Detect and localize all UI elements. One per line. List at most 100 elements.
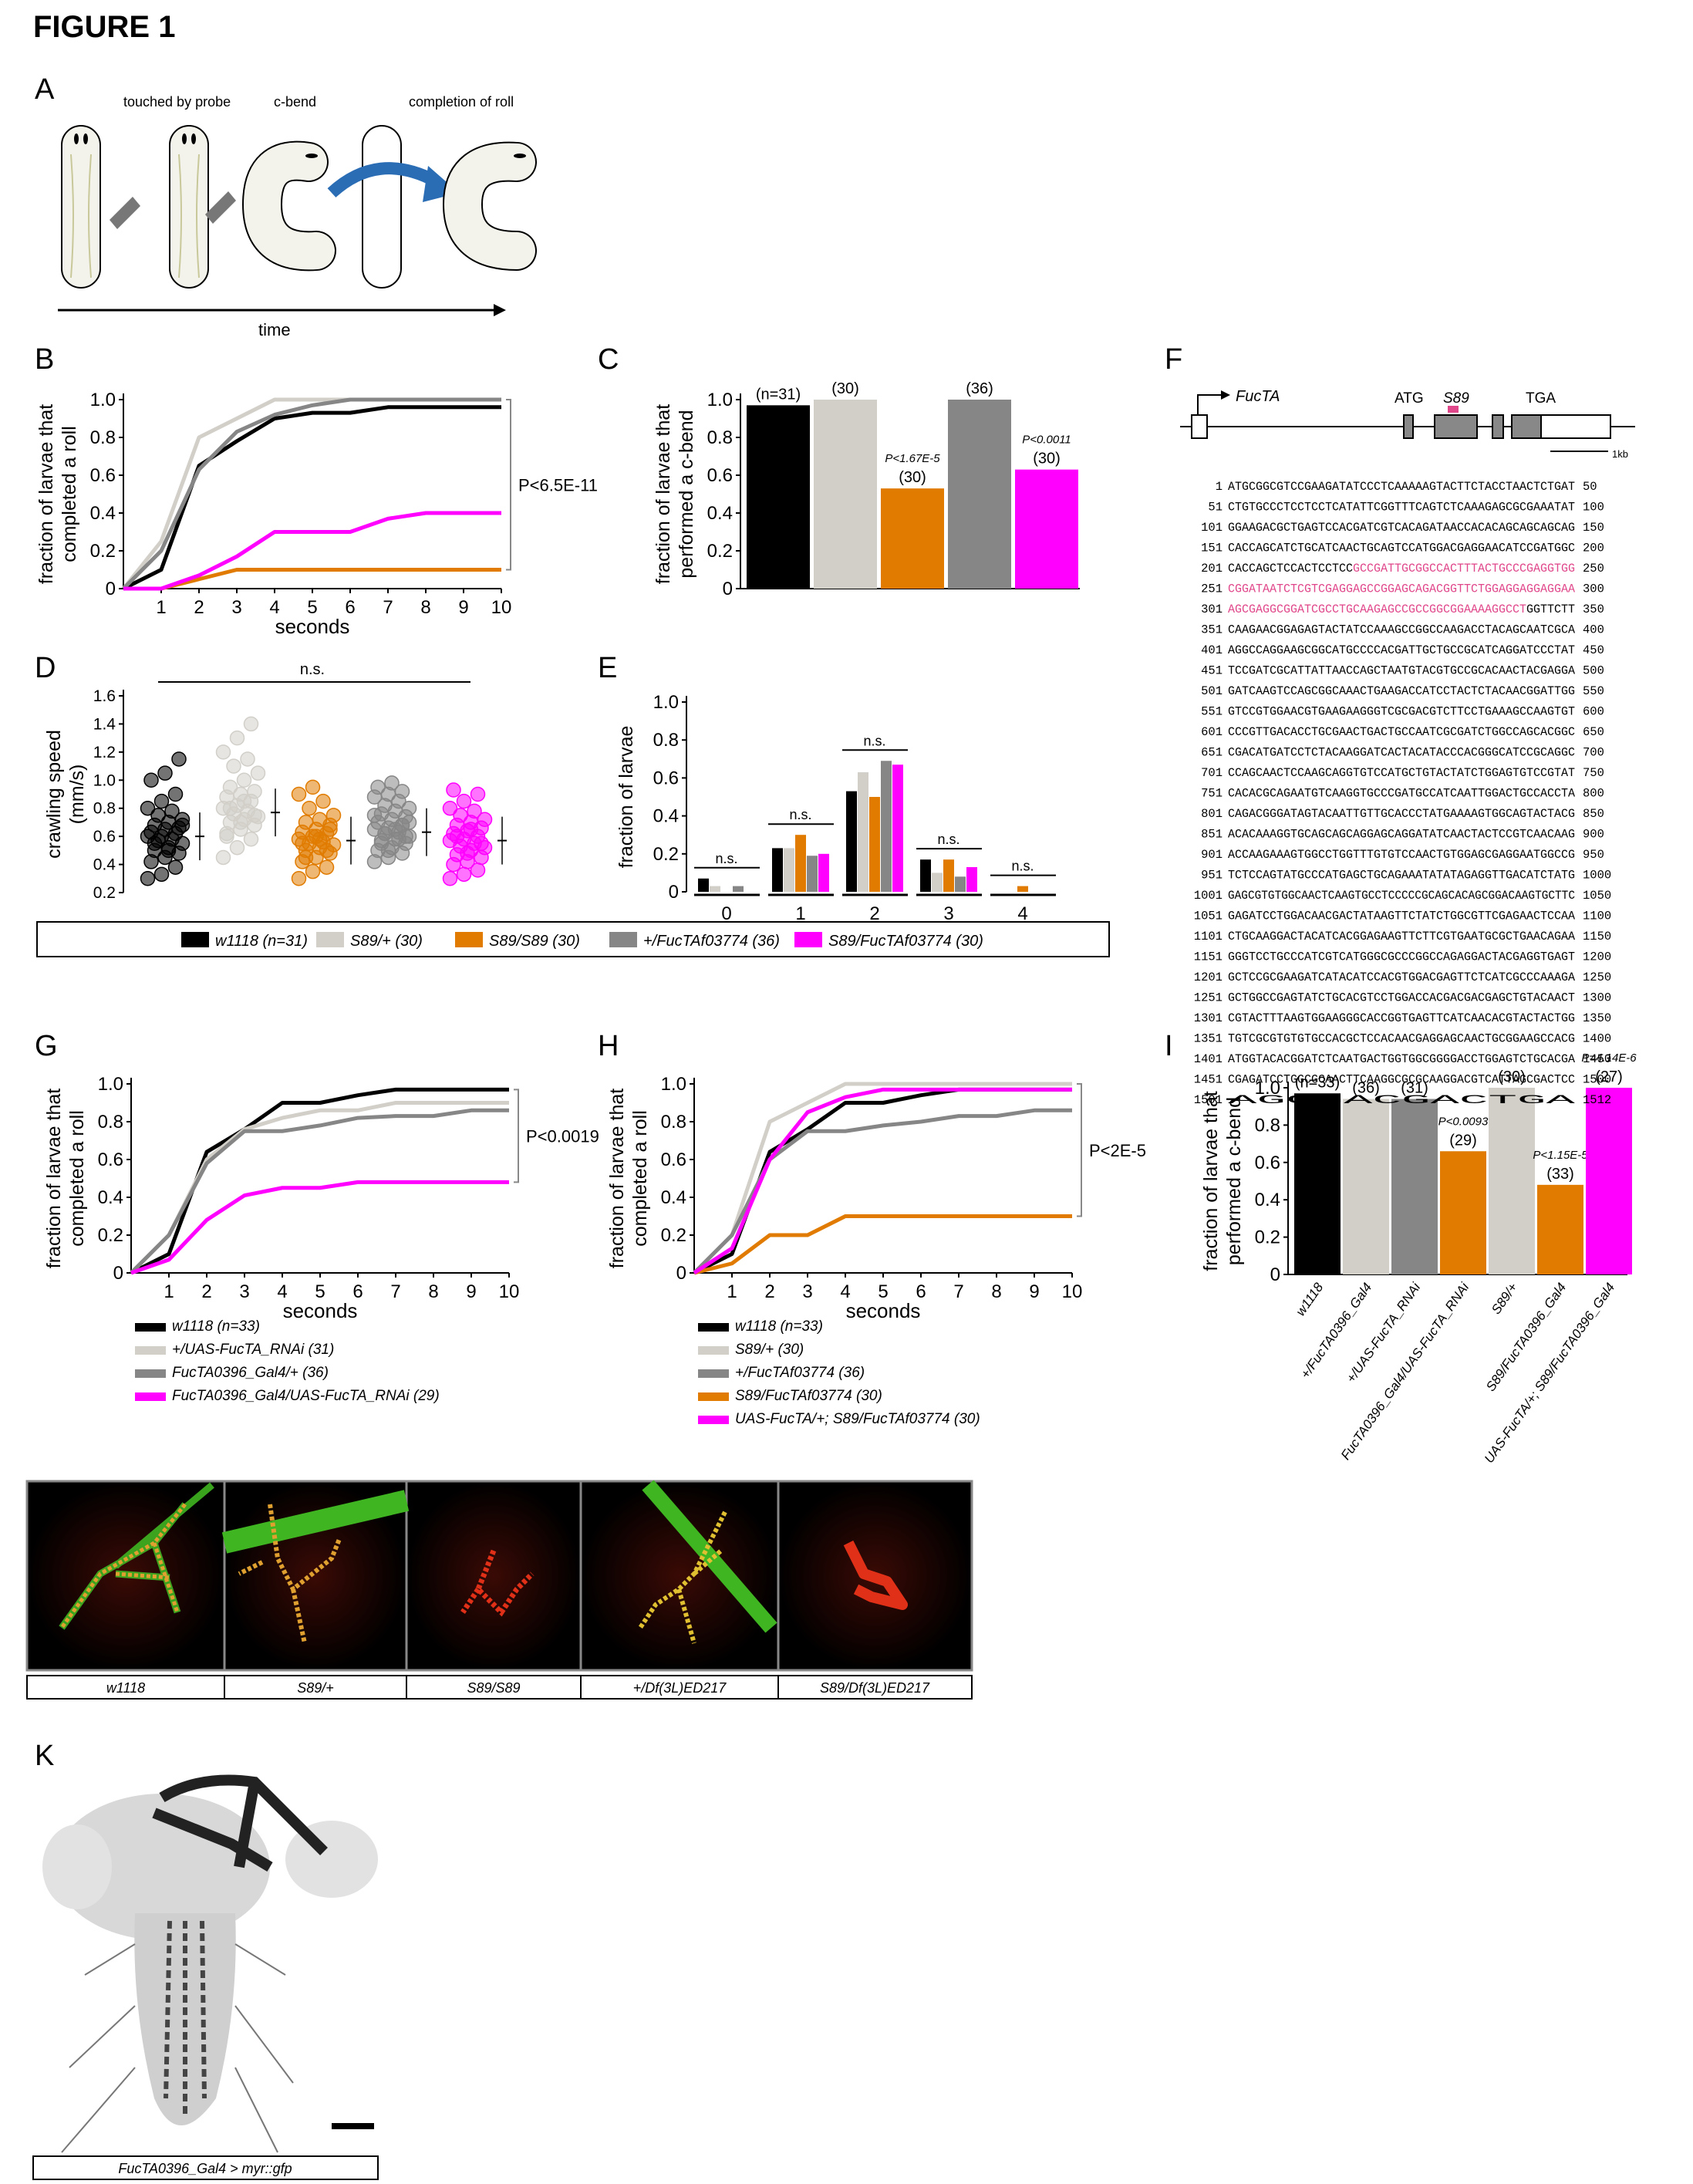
seq-row-start: 951	[1201, 869, 1223, 883]
data-point	[470, 786, 486, 802]
time-label: time	[258, 320, 291, 339]
peripheral-nerves	[61, 1943, 294, 2153]
legend-label-3: +/FucTAf03774 (36)	[643, 933, 780, 950]
legend-label-0: w1118 (n=33)	[735, 1318, 823, 1335]
data-point	[222, 779, 238, 795]
bar-n-label: (30)	[1033, 451, 1061, 468]
probe-icon-1	[110, 197, 140, 229]
y-tick-label: 0.6	[1255, 1153, 1280, 1173]
data-point	[247, 784, 262, 799]
bar-1	[1343, 1099, 1389, 1274]
bar-4-2	[1017, 886, 1028, 892]
seq-row-end: 600	[1583, 705, 1604, 719]
seq-row-text: GGAAGACGCTGAGTCCACGATCGTCACAGATAACCACACA…	[1228, 521, 1575, 535]
data-point	[143, 772, 159, 788]
seq-segment: GTCCGTGGAACGTGAAGAAGGGTCGCGACGTCTTCCTGAA…	[1228, 705, 1575, 719]
seq-row-start: 1	[1216, 480, 1223, 494]
x-tick-label: 1	[727, 1281, 737, 1302]
dendrite-5	[843, 1540, 908, 1610]
seq-row-text: GTCCGTGGAACGTGAAGAAGGGTCGCGACGTCTTCCTGAA…	[1228, 705, 1575, 719]
seq-segment: CCCGTTGACACCTGCGAACTGACTGCCAATCGCGATCTGG…	[1228, 725, 1575, 739]
legend-label-1: S89/+ (30)	[350, 933, 423, 950]
label-completion-of-roll: completion of roll	[409, 94, 514, 110]
larva-nerve-1	[70, 154, 92, 278]
y-tick-label: 0.8	[98, 1112, 123, 1133]
x-tick-label: 10	[499, 1281, 520, 1302]
data-point	[215, 849, 231, 866]
seq-row-end: 950	[1583, 848, 1604, 862]
legend-label-0: w1118 (n=31)	[215, 933, 308, 950]
data-point	[477, 812, 493, 828]
legend-swatch-2	[135, 1369, 166, 1378]
legend-label-1: +/UAS-FucTA_RNAi (31)	[172, 1342, 334, 1358]
label-touched-by-probe: touched by probe	[123, 94, 231, 110]
bar-2	[1391, 1099, 1438, 1274]
category-label: w1118	[1293, 1280, 1326, 1318]
legend-swatch-4	[698, 1416, 729, 1424]
seq-segment: CTGCAAGGACTACATCACGGAGAAGTTCTTCGTGAATGCG…	[1228, 930, 1576, 943]
micrograph-4	[579, 1480, 780, 1672]
panel-label-d: D	[35, 652, 56, 684]
micrograph-label-box-3	[406, 1675, 582, 1700]
panel-label-k: K	[35, 1740, 54, 1772]
legend-g: w1118 (n=33) +/UAS-FucTA_RNAi (31) FucTA03…	[135, 1318, 440, 1404]
bar-n-label: (30)	[899, 469, 926, 486]
bar-1	[814, 400, 877, 589]
larva-body-1	[61, 125, 101, 289]
y-tick-label: 0.8	[707, 427, 733, 448]
x-tick-label: 4	[277, 1281, 287, 1302]
seq-row-start: 601	[1201, 725, 1223, 739]
bar-n-label: (n=33)	[1295, 1074, 1340, 1091]
category-label: 4	[1017, 903, 1027, 924]
data-point	[391, 832, 406, 847]
micrograph-label-1: w1118	[106, 1680, 145, 1696]
y-tick-label: 0.4	[707, 503, 733, 524]
bar-n-label: (27)	[1595, 1068, 1623, 1085]
legend-swatch-3	[698, 1392, 729, 1401]
larva-cbend-head	[305, 154, 318, 158]
x-tick-label: 8	[420, 597, 430, 618]
seq-segment: AGCGACGACTGA	[1228, 1093, 1577, 1107]
series-line-2	[130, 1108, 509, 1274]
bar-1-4	[818, 853, 829, 892]
micrograph-label-3: S89/S89	[467, 1680, 520, 1696]
vnc-tracts	[164, 1920, 207, 2114]
ventral-nerve-cord	[134, 1913, 236, 2125]
seq-segment: CACACGCAGAATGTCAAGGTGCCCGATGCCATCAATTGGA…	[1228, 787, 1576, 801]
seq-row-end: 100	[1583, 501, 1604, 515]
seq-row-start: 801	[1201, 807, 1223, 821]
y-tick-label: 0.8	[653, 730, 679, 751]
x-tick-label: 2	[194, 597, 204, 618]
seq-row-end: 1400	[1583, 1032, 1611, 1046]
larva-cbend-body	[243, 142, 335, 270]
seq-row-start: 301	[1201, 603, 1223, 616]
dendrite-3	[460, 1549, 535, 1617]
seq-row-end: 150	[1583, 521, 1604, 535]
exon-5	[1511, 414, 1542, 439]
category-label: 1	[795, 903, 805, 924]
seq-row-end: 650	[1583, 725, 1604, 739]
series-line-4	[123, 511, 501, 591]
bar-1-0	[772, 848, 783, 892]
y-axis-label: fraction of larvae thatperformed a c-ben…	[653, 404, 697, 585]
seq-segment: CGACATGATCCTCTACAAGGATCACTACATACCCACGGGC…	[1228, 746, 1575, 760]
seq-segment: CAGACGGGATAGTACAATTGTTGCACCCTATGAAAAGTGG…	[1228, 807, 1575, 821]
seq-segment: ATGGTACACGGATCTCAATGACTGGTGGCGGGGACCTGGA…	[1228, 1052, 1576, 1066]
data-point	[140, 871, 156, 886]
seq-row-start: 501	[1201, 684, 1223, 698]
seq-row-start: 101	[1201, 521, 1223, 535]
seq-row-end: 1050	[1583, 889, 1611, 903]
micrograph-label-box-4	[580, 1675, 779, 1700]
seq-segment: ATGCGGCGTCCGAAGATATCCCTCAAAAAGTACTTCTACC…	[1228, 480, 1575, 494]
seq-row-start: 651	[1201, 746, 1223, 760]
bar-p-label: P<1.15E-5	[1533, 1149, 1588, 1162]
scale-bar-k	[332, 2123, 374, 2129]
seq-segment: CCAGCAACTCCAAGCAGGTGTCCATGCTGTACTATCTGGA…	[1228, 766, 1575, 780]
seq-row-start: 1051	[1194, 910, 1223, 923]
y-tick-label: 0.4	[661, 1187, 686, 1208]
data-point	[229, 730, 245, 746]
seq-row-end: 750	[1583, 766, 1604, 780]
seq-row-end: 1250	[1583, 970, 1611, 984]
chart-e-kernan-score: 0 0.2 0.4 0.6 0.8 1.0 fraction of larvae n.s. 0 n…	[615, 692, 1056, 946]
y-tick-label: 0.8	[661, 1112, 686, 1133]
